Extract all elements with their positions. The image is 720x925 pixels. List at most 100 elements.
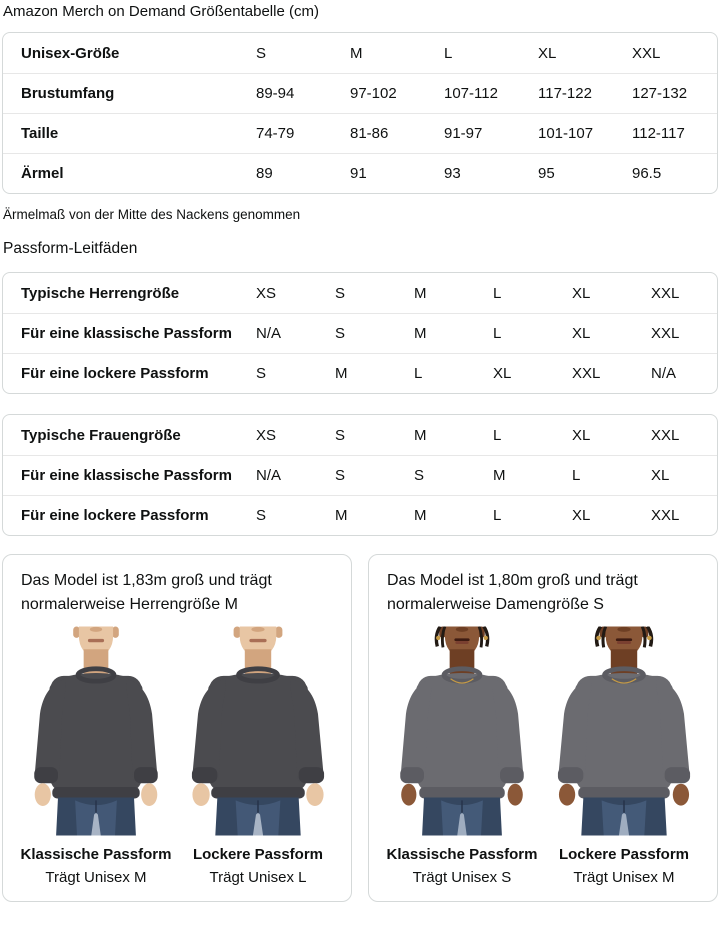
table-cell: 127-132 xyxy=(632,73,717,113)
table-cell: 112-117 xyxy=(632,113,717,153)
table-cell: XXL xyxy=(651,495,717,535)
mens-fit-table: Typische Herrengröße XS S M L XL XXL Für… xyxy=(2,272,718,394)
row-klassische-passform: Für eine klassische Passform N/A S M L X… xyxy=(3,313,717,353)
table-cell: M xyxy=(414,495,493,535)
fit-type-label: Klassische Passform xyxy=(386,846,538,863)
table-cell: L xyxy=(493,313,572,353)
table-cell: XXL xyxy=(651,313,717,353)
table-cell: M xyxy=(493,455,572,495)
page-title: Amazon Merch on Demand Größentabelle (cm… xyxy=(3,3,319,20)
table-cell: XL xyxy=(572,495,651,535)
table-cell: XS xyxy=(256,426,277,444)
photo-caption: Lockere Passform Trägt Unisex L xyxy=(177,845,339,887)
table-cell: XL xyxy=(572,284,591,302)
table-cell: L xyxy=(493,426,502,444)
woman-classic-fit-photo: Klassische Passform Trägt Unisex S xyxy=(381,623,543,887)
man-classic-fit-photo: Klassische Passform Trägt Unisex M xyxy=(15,623,177,887)
table-cell: 91-97 xyxy=(444,113,538,153)
table-cell: 89 xyxy=(256,153,350,193)
table-cell: M xyxy=(335,495,414,535)
worn-size-label: Trägt Unisex L xyxy=(209,869,307,886)
row-label: Typische Frauengröße xyxy=(21,426,181,444)
row-label: Ärmel xyxy=(3,153,256,193)
row-lockere-passform: Für eine lockere Passform S M M L XL XXL xyxy=(3,495,717,535)
table-cell: L xyxy=(444,44,453,62)
model-cards: Das Model ist 1,83m groß und trägt norma… xyxy=(2,554,718,902)
table-cell: L xyxy=(572,455,651,495)
row-typische-herrengroesse: Typische Herrengröße XS S M L XL XXL xyxy=(3,273,717,313)
table-cell: XL xyxy=(651,455,717,495)
unisex-size-table: Unisex-Größe S M L XL XXL Brustumfang 89… xyxy=(2,32,718,194)
table-cell: S xyxy=(414,455,493,495)
table-cell: XXL xyxy=(632,44,661,62)
table-cell: L xyxy=(493,284,502,302)
table-cell: XXL xyxy=(651,426,680,444)
table-cell: L xyxy=(493,495,572,535)
table-cell: N/A xyxy=(651,353,717,393)
table-cell: S xyxy=(335,455,414,495)
row-label: Brustumfang xyxy=(3,73,256,113)
worn-size-label: Trägt Unisex M xyxy=(45,869,147,886)
table-cell: XXL xyxy=(651,284,680,302)
table-cell: XS xyxy=(256,284,277,302)
table-cell: XL xyxy=(493,353,572,393)
womens-fit-table: Typische Frauengröße XS S M L XL XXL Für… xyxy=(2,414,718,536)
model-card-women: Das Model ist 1,80m groß und trägt norma… xyxy=(368,554,718,902)
size-chart-page: Amazon Merch on Demand Größentabelle (cm… xyxy=(2,3,718,902)
table-cell: 93 xyxy=(444,153,538,193)
table-cell: 97-102 xyxy=(350,73,444,113)
table-cell: 117-122 xyxy=(538,73,632,113)
fit-type-label: Lockere Passform xyxy=(192,846,324,863)
row-label: Für eine lockere Passform xyxy=(3,495,256,535)
table-cell: S xyxy=(256,353,335,393)
man-sweatshirt-illustration xyxy=(177,623,340,839)
man-sweatshirt-illustration xyxy=(20,623,172,839)
row-unisex-groesse: Unisex-Größe S M L XL XXL xyxy=(3,33,717,73)
table-cell: XL xyxy=(572,426,591,444)
woman-sweatshirt-illustration xyxy=(386,623,538,839)
woman-sweatshirt-illustration xyxy=(543,623,706,839)
photo-caption: Lockere Passform Trägt Unisex M xyxy=(543,845,705,887)
table-cell: 81-86 xyxy=(350,113,444,153)
worn-size-label: Trägt Unisex S xyxy=(412,869,512,886)
man-loose-fit-photo: Lockere Passform Trägt Unisex L xyxy=(177,623,339,887)
row-label: Unisex-Größe xyxy=(21,44,120,62)
table-cell: M xyxy=(335,353,414,393)
photo-row: Klassische Passform Trägt Unisex M Locke… xyxy=(15,623,339,887)
worn-size-label: Trägt Unisex M xyxy=(573,869,675,886)
fit-type-label: Lockere Passform xyxy=(558,846,690,863)
row-klassische-passform: Für eine klassische Passform N/A S S M L… xyxy=(3,455,717,495)
woman-loose-fit-photo: Lockere Passform Trägt Unisex M xyxy=(543,623,705,887)
row-label: Für eine klassische Passform xyxy=(3,313,256,353)
row-taille: Taille 74-79 81-86 91-97 101-107 112-117 xyxy=(3,113,717,153)
table-cell: S xyxy=(256,495,335,535)
table-cell: N/A xyxy=(256,313,335,353)
row-label: Typische Herrengröße xyxy=(21,284,180,302)
table-cell: S xyxy=(335,284,346,302)
model-card-men: Das Model ist 1,83m groß und trägt norma… xyxy=(2,554,352,902)
table-cell: XL xyxy=(538,44,557,62)
row-label: Für eine lockere Passform xyxy=(3,353,256,393)
table-cell: 89-94 xyxy=(256,73,350,113)
model-description: Das Model ist 1,83m groß und trägt norma… xyxy=(21,572,272,613)
row-label: Für eine klassische Passform xyxy=(3,455,256,495)
table-cell: 107-112 xyxy=(444,73,538,113)
table-cell: 101-107 xyxy=(538,113,632,153)
table-cell: L xyxy=(414,353,493,393)
table-cell: 91 xyxy=(350,153,444,193)
table-cell: M xyxy=(414,313,493,353)
table-cell: 74-79 xyxy=(256,113,350,153)
table-cell: M xyxy=(414,284,427,302)
row-label: Taille xyxy=(3,113,256,153)
fit-section-title: Passform-Leitfäden xyxy=(3,240,138,257)
model-description: Das Model ist 1,80m groß und trägt norma… xyxy=(387,572,638,613)
photo-row: Klassische Passform Trägt Unisex S Locke… xyxy=(381,623,705,887)
table-cell: 96.5 xyxy=(632,153,717,193)
table-cell: N/A xyxy=(256,455,335,495)
table-cell: S xyxy=(335,313,414,353)
table-cell: 95 xyxy=(538,153,632,193)
row-brustumfang: Brustumfang 89-94 97-102 107-112 117-122… xyxy=(3,73,717,113)
table-cell: XL xyxy=(572,313,651,353)
table-cell: M xyxy=(350,44,363,62)
row-aermel: Ärmel 89 91 93 95 96.5 xyxy=(3,153,717,193)
